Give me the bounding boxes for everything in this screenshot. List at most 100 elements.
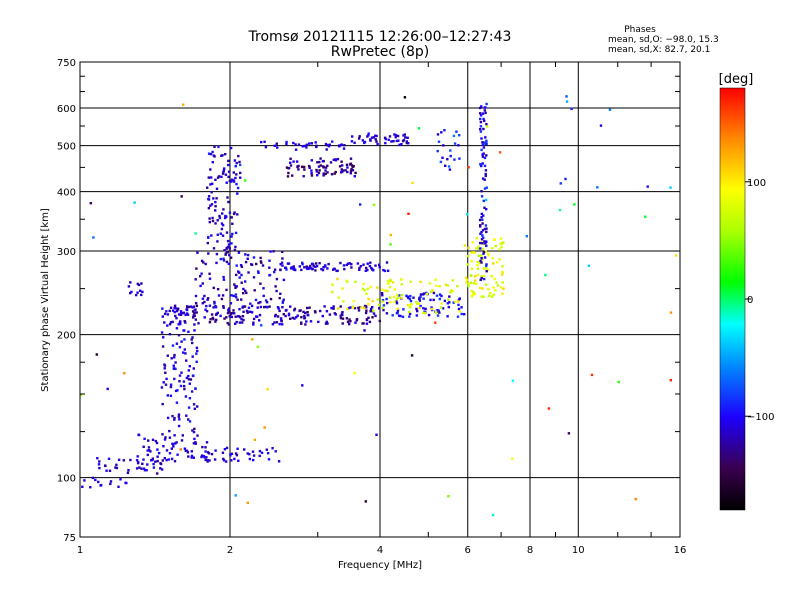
data-point [211, 182, 214, 185]
data-point [258, 319, 261, 322]
data-point [481, 258, 484, 261]
data-point [358, 135, 361, 138]
data-point [384, 141, 387, 145]
data-point [211, 216, 214, 220]
data-point [432, 291, 436, 295]
data-point [432, 298, 435, 302]
data-point [191, 341, 194, 345]
data-point [345, 317, 349, 320]
data-point [275, 321, 279, 324]
data-point [363, 306, 366, 309]
x-tick-label: 16 [674, 545, 687, 556]
data-point [458, 134, 461, 137]
data-point [483, 178, 486, 181]
data-point [316, 174, 319, 177]
data-point [346, 166, 349, 169]
data-point [222, 169, 225, 172]
data-point [178, 418, 181, 421]
data-point [469, 281, 473, 284]
data-point [422, 292, 426, 295]
data-point [378, 266, 381, 269]
data-point [174, 389, 178, 393]
data-point [262, 294, 265, 298]
data-point [201, 297, 205, 300]
data-point [168, 429, 171, 433]
data-point [220, 227, 224, 231]
data-point [436, 149, 439, 153]
data-point [448, 168, 452, 171]
data-point [284, 314, 287, 318]
data-point [441, 307, 445, 310]
data-point [240, 265, 244, 268]
data-point [208, 220, 211, 224]
data-point [460, 306, 463, 309]
data-point [212, 197, 215, 200]
data-point [498, 248, 501, 251]
data-point [434, 321, 437, 324]
data-point [451, 289, 454, 293]
data-point [238, 276, 241, 279]
data-point [353, 175, 356, 178]
data-point [139, 289, 142, 292]
data-point [310, 174, 314, 177]
data-point [341, 311, 344, 314]
data-point [163, 367, 166, 370]
data-point [226, 311, 230, 315]
data-point [479, 278, 482, 281]
data-point [187, 455, 190, 458]
data-point [232, 171, 235, 174]
data-point [190, 450, 193, 453]
data-point [141, 290, 144, 294]
data-point [152, 462, 155, 466]
data-point [192, 442, 196, 445]
data-point [480, 137, 483, 140]
data-point [303, 316, 307, 320]
data-point [238, 321, 242, 324]
data-point [385, 261, 389, 264]
data-point [467, 246, 470, 250]
data-point [369, 310, 372, 313]
data-point [478, 286, 482, 290]
data-point [496, 284, 500, 287]
data-point [209, 318, 212, 321]
data-point [500, 242, 503, 246]
data-point [440, 306, 443, 309]
data-point [485, 227, 488, 230]
data-point [350, 168, 353, 171]
data-point [164, 371, 167, 374]
data-point [296, 314, 299, 317]
data-point [479, 106, 482, 110]
data-point [209, 204, 212, 207]
data-point [349, 320, 352, 323]
data-point [470, 274, 473, 277]
data-point [446, 315, 449, 318]
data-point [235, 320, 238, 324]
data-point [324, 166, 328, 169]
data-point [336, 307, 340, 310]
data-point [322, 266, 325, 269]
data-point [674, 254, 678, 257]
data-point [483, 256, 487, 259]
data-point [483, 142, 487, 145]
data-point [236, 447, 239, 450]
data-point [173, 310, 176, 314]
data-point [164, 383, 168, 386]
data-point [333, 312, 336, 315]
data-point [107, 457, 111, 460]
data-point [190, 454, 194, 458]
data-point [234, 452, 238, 455]
data-point [669, 186, 672, 189]
data-point [170, 447, 173, 450]
data-point [467, 285, 470, 288]
data-point [193, 329, 196, 332]
data-point [159, 467, 162, 470]
data-point [170, 457, 174, 461]
data-point [208, 304, 212, 307]
data-point [246, 257, 249, 260]
data-point [248, 453, 251, 456]
data-point [232, 294, 235, 298]
data-point [200, 259, 204, 263]
data-point [303, 314, 306, 318]
data-point [305, 320, 308, 323]
